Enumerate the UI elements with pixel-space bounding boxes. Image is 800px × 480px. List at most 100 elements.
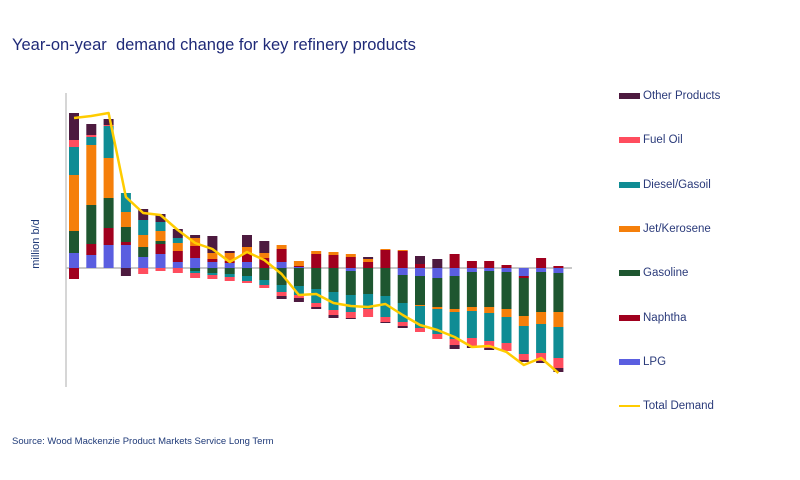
bar-segment-gasoline: [363, 268, 374, 294]
bar-segment-naphtha: [518, 276, 529, 278]
bar-segment-naphtha: [380, 250, 391, 268]
bar-segment-other-products: [103, 119, 114, 125]
bar-segment-fuel-oil: [172, 268, 183, 273]
bar-segment-jet-kerosene: [311, 251, 322, 254]
bar-segment-other-products: [224, 251, 235, 253]
bar-segment-naphtha: [259, 258, 270, 268]
bar-segment-diesel-gasoil: [363, 294, 374, 309]
bar-segment-other-products: [363, 257, 374, 259]
bar-segment-diesel-gasoil: [207, 273, 218, 275]
bar-segment-lpg: [484, 268, 495, 271]
bar-segment-gasoline: [103, 198, 114, 228]
bar-segment-lpg: [293, 267, 304, 268]
bar-segment-diesel-gasoil: [380, 296, 391, 317]
bar-segment-gasoline: [86, 205, 97, 244]
bar-segment-jet-kerosene: [501, 309, 512, 317]
bar-segment-diesel-gasoil: [293, 286, 304, 295]
bar-segment-fuel-oil: [363, 309, 374, 317]
bar-segment-lpg: [172, 262, 183, 268]
bar-segment-diesel-gasoil: [69, 147, 79, 175]
bar-segment-fuel-oil: [501, 343, 512, 351]
bar-segment-gasoline: [293, 268, 304, 286]
bar-segment-lpg: [190, 258, 201, 268]
bar-segment-jet-kerosene: [397, 250, 408, 251]
bar-segment-other-products: [484, 348, 495, 350]
legend-swatch: [619, 405, 640, 408]
legend-item: Fuel Oil: [619, 133, 683, 147]
bar-segment-gasoline: [380, 268, 391, 296]
bar-segment-diesel-gasoil: [155, 222, 166, 231]
bar-segment-lpg: [86, 255, 97, 268]
bar-segment-diesel-gasoil: [120, 193, 131, 212]
bar-segment-lpg: [415, 268, 425, 276]
bar-segment-other-products: [138, 209, 149, 220]
bar-segment-jet-kerosene: [328, 252, 339, 255]
bar-segment-diesel-gasoil: [190, 271, 201, 273]
bar-segment-lpg: [518, 268, 529, 276]
bar-segment-naphtha: [242, 253, 252, 262]
legend-swatch: [619, 225, 640, 232]
bar-segment-fuel-oil: [207, 275, 218, 279]
bar-segment-diesel-gasoil: [276, 285, 287, 292]
bar-segment-naphtha: [69, 268, 79, 279]
bar-segment-fuel-oil: [276, 292, 287, 296]
bar-segment-gasoline: [536, 272, 547, 312]
bar-segment-naphtha: [207, 259, 218, 262]
bar-segment-other-products: [380, 322, 391, 323]
bar-segment-diesel-gasoil: [103, 126, 114, 158]
legend-label: Total Demand: [643, 400, 714, 413]
legend-swatch: [619, 181, 640, 188]
bar-segment-lpg: [207, 262, 218, 268]
chart-title: Year-on-year demand change for key refin…: [12, 36, 416, 54]
bar-segment-jet-kerosene: [86, 145, 97, 205]
bar-segment-jet-kerosene: [242, 247, 252, 253]
bar-segment-gasoline: [553, 273, 564, 312]
bar-segment-gasoline: [311, 268, 322, 289]
bar-segment-naphtha: [172, 251, 183, 262]
bar-segment-jet-kerosene: [259, 253, 270, 258]
legend-label: Gasoline: [643, 267, 689, 280]
bar-segment-gasoline: [138, 247, 149, 257]
bar-segment-diesel-gasoil: [242, 276, 252, 281]
legend-item: Diesel/Gasoil: [619, 178, 711, 192]
bar-segment-fuel-oil: [86, 135, 97, 137]
bar-segment-gasoline: [259, 268, 270, 280]
legend-label: Diesel/Gasoil: [643, 178, 711, 191]
bar-segment-lpg: [553, 268, 564, 273]
bar-segment-other-products: [311, 307, 322, 309]
bar-segment-fuel-oil: [345, 312, 356, 318]
bar-segment-gasoline: [415, 276, 425, 305]
bar-segment-diesel-gasoil: [328, 292, 339, 310]
bar-segment-lpg: [432, 268, 443, 278]
bar-segment-lpg: [138, 257, 149, 268]
bar-segment-other-products: [259, 241, 270, 253]
bar-segment-fuel-oil: [484, 341, 495, 348]
bar-segment-jet-kerosene: [518, 316, 529, 326]
bar-segment-fuel-oil: [103, 125, 114, 126]
bar-segment-naphtha: [536, 258, 547, 268]
bar-segment-naphtha: [484, 261, 495, 268]
bar-segment-fuel-oil: [553, 358, 564, 368]
bar-segment-diesel-gasoil: [466, 311, 477, 338]
bar-segment-gasoline: [242, 268, 252, 276]
bar-segment-fuel-oil: [242, 281, 252, 283]
bar-segment-gasoline: [120, 227, 131, 242]
bar-segment-fuel-oil: [328, 310, 339, 315]
bar-segment-gasoline: [276, 268, 287, 285]
bar-segment-lpg: [224, 263, 235, 268]
bar-segment-lpg: [103, 245, 114, 268]
legend-item: Jet/Kerosene: [619, 222, 711, 236]
bar-segment-fuel-oil: [69, 140, 79, 147]
bar-segment-other-products: [172, 229, 183, 238]
bar-segment-other-products: [449, 345, 460, 349]
bar-segment-lpg: [120, 245, 131, 268]
bar-segment-lpg: [536, 268, 547, 272]
legend-label: Jet/Kerosene: [643, 222, 711, 235]
bar-segment-lpg: [501, 268, 512, 272]
bar-segment-fuel-oil: [518, 354, 529, 360]
bar-segment-jet-kerosene: [466, 307, 477, 311]
legend-swatch: [619, 93, 640, 99]
bar-segment-other-products: [207, 236, 218, 253]
bar-segment-gasoline: [69, 231, 79, 253]
bar-segment-other-products: [518, 360, 529, 362]
